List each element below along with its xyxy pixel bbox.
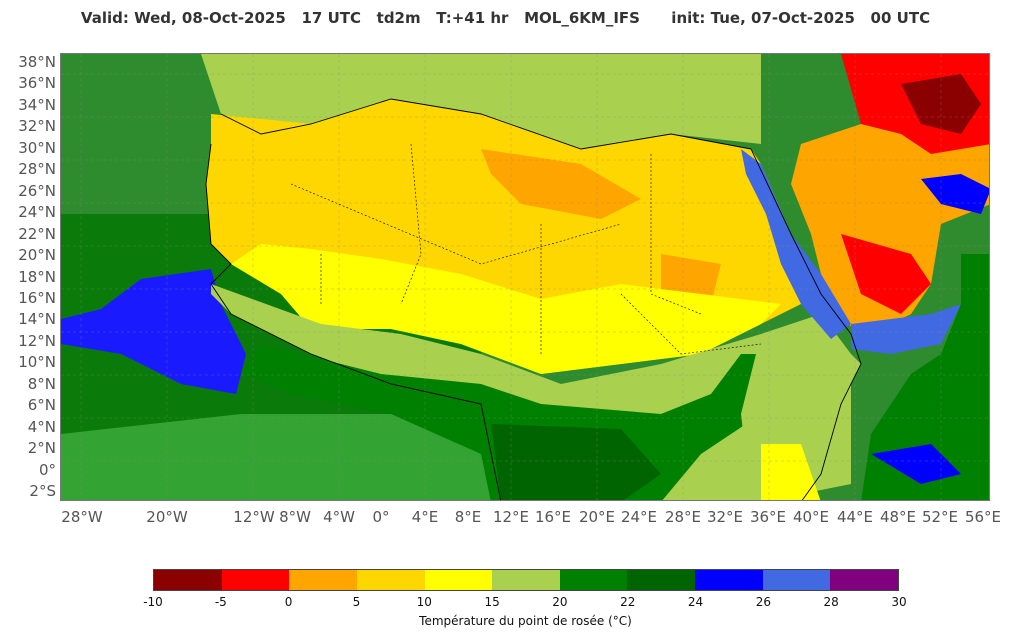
latitude-label: 2°N [27, 439, 56, 458]
latitude-label: 36°N [18, 74, 56, 93]
colorbar-tick-label: 0 [284, 595, 293, 609]
colorbar-segment [289, 570, 357, 590]
latitude-label: 24°N [18, 203, 56, 222]
dewpoint-map [60, 53, 990, 501]
congo-basin [491, 424, 661, 500]
west-african-warm-sea [61, 269, 246, 394]
longitude-label: 0° [372, 508, 390, 526]
longitude-label: 36°E [749, 508, 787, 526]
longitude-label: 8°W [279, 508, 311, 526]
latitude-label: 6°N [27, 396, 56, 415]
latitude-label: 10°N [18, 353, 56, 372]
longitude-label: 12°W [233, 508, 275, 526]
longitude-label: 4°E [411, 508, 439, 526]
gulf-of-guinea [61, 414, 521, 500]
latitude-label: 0° [38, 460, 56, 479]
colorbar-title: Température du point de rosée (°C) [419, 614, 632, 628]
country-borders [290, 143, 762, 355]
sahel [231, 244, 781, 374]
mediterranean-sea [201, 54, 761, 149]
latitude-label: 8°N [27, 374, 56, 393]
longitude-label: 28°E [664, 508, 702, 526]
map-title: Valid: Wed, 08-Oct-2025 17 UTC td2m T:+4… [80, 9, 931, 27]
latitude-label: 14°N [18, 310, 56, 329]
persian-gulf [921, 174, 989, 214]
arabian-sea [861, 254, 989, 500]
longitude-label: 20°E [578, 508, 616, 526]
colorbar-tick-label: 24 [687, 595, 704, 609]
colorbar-segment [559, 570, 628, 590]
longitude-label: 32°E [706, 508, 744, 526]
colorbar-tick-label: -10 [143, 595, 163, 609]
colorbar-tick-label: 22 [620, 595, 636, 609]
coastlines [205, 98, 862, 500]
colorbar-tick-label: 30 [891, 595, 907, 609]
longitude-label: 8°E [454, 508, 482, 526]
sahara-dry-patch [481, 149, 641, 219]
gulf-of-aden [851, 304, 961, 354]
latitude-label: 22°N [18, 224, 56, 243]
longitude-label: 4°W [323, 508, 355, 526]
map-canvas [61, 54, 989, 500]
latitude-label: 28°N [18, 160, 56, 179]
colorbar-segment [695, 570, 763, 590]
latitude-label: 34°N [18, 95, 56, 114]
latitude-label: 26°N [18, 181, 56, 200]
colorbar-segment [830, 570, 899, 590]
east-africa-dry [761, 444, 821, 500]
graticule [61, 54, 989, 500]
colorbar-segment [221, 570, 290, 590]
latitude-label: 38°N [18, 53, 56, 71]
latitude-label: 18°N [18, 267, 56, 286]
latitude-label: 32°N [18, 117, 56, 136]
colorbar-tick-label: 10 [416, 595, 432, 609]
longitude-label: 28°W [61, 508, 103, 526]
indian-ocean-warm [871, 444, 961, 484]
colorbar-segment [424, 570, 493, 590]
latitude-label: 12°N [18, 331, 56, 350]
longitude-label: 24°E [620, 508, 658, 526]
longitude-label: 56°E [964, 508, 1002, 526]
latitude-label: 30°N [18, 138, 56, 157]
longitude-label: 52°E [921, 508, 959, 526]
longitude-label: 16°E [534, 508, 572, 526]
colorbar-tick-label: 5 [352, 595, 361, 609]
latitude-label: 20°N [18, 246, 56, 265]
colorbar-segment [762, 570, 831, 590]
longitude-label: 20°W [146, 508, 188, 526]
colorbar-tick-label: 20 [552, 595, 568, 609]
latitude-label: 2°S [29, 482, 56, 500]
colorbar-segment [492, 570, 560, 590]
colorbar [153, 569, 899, 591]
colorbar-segment [356, 570, 425, 590]
colorbar-tick-label: 15 [484, 595, 500, 609]
arabia-red-zone [841, 234, 931, 314]
colorbar-tick-label: -5 [214, 595, 227, 609]
longitude-label: 48°E [879, 508, 917, 526]
colorbar-tick-label: 26 [755, 595, 771, 609]
colorbar-segment [154, 570, 222, 590]
latitude-label: 16°N [18, 288, 56, 307]
longitude-label: 12°E [492, 508, 530, 526]
colorbar-tick-label: 28 [823, 595, 839, 609]
latitude-label: 4°N [27, 417, 56, 436]
longitude-label: 40°E [792, 508, 830, 526]
longitude-label: 44°E [836, 508, 874, 526]
colorbar-segment [627, 570, 696, 590]
